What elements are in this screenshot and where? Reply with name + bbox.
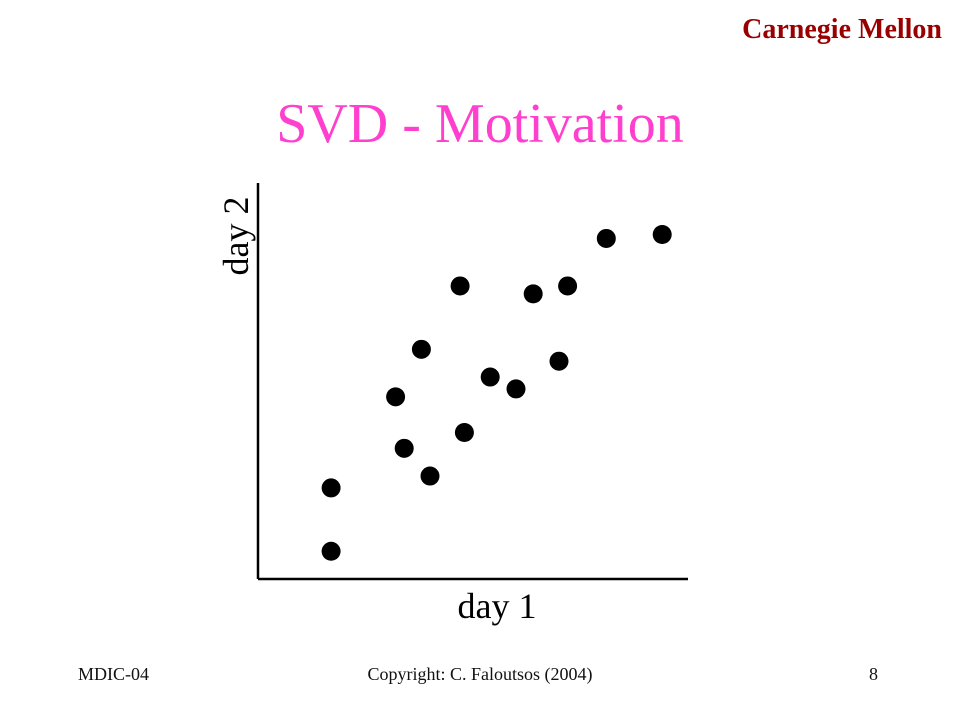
data-point-12: [549, 351, 569, 371]
slide-title: SVD - Motivation: [276, 93, 684, 155]
data-point-9: [480, 367, 500, 387]
x-axis-label: day 1: [457, 586, 537, 626]
data-point-3: [386, 387, 406, 407]
data-point-5: [411, 339, 431, 359]
data-point-10: [506, 379, 526, 399]
y-axis-label: day 2: [216, 196, 256, 276]
data-point-7: [450, 276, 470, 296]
data-point-15: [652, 224, 672, 244]
data-point-1: [321, 478, 341, 498]
data-point-13: [558, 276, 578, 296]
data-point-4: [394, 438, 414, 458]
data-points: [321, 224, 672, 561]
footer-copyright: Copyright: C. Faloutsos (2004): [367, 664, 593, 684]
data-point-2: [321, 541, 341, 561]
footer-page-number: 8: [869, 664, 878, 684]
data-point-11: [523, 284, 543, 304]
org-logo-text: Carnegie Mellon: [742, 14, 942, 45]
footer-course: MDIC-04: [78, 664, 149, 684]
data-point-8: [454, 422, 474, 442]
data-point-14: [596, 228, 616, 248]
data-point-6: [420, 466, 440, 486]
